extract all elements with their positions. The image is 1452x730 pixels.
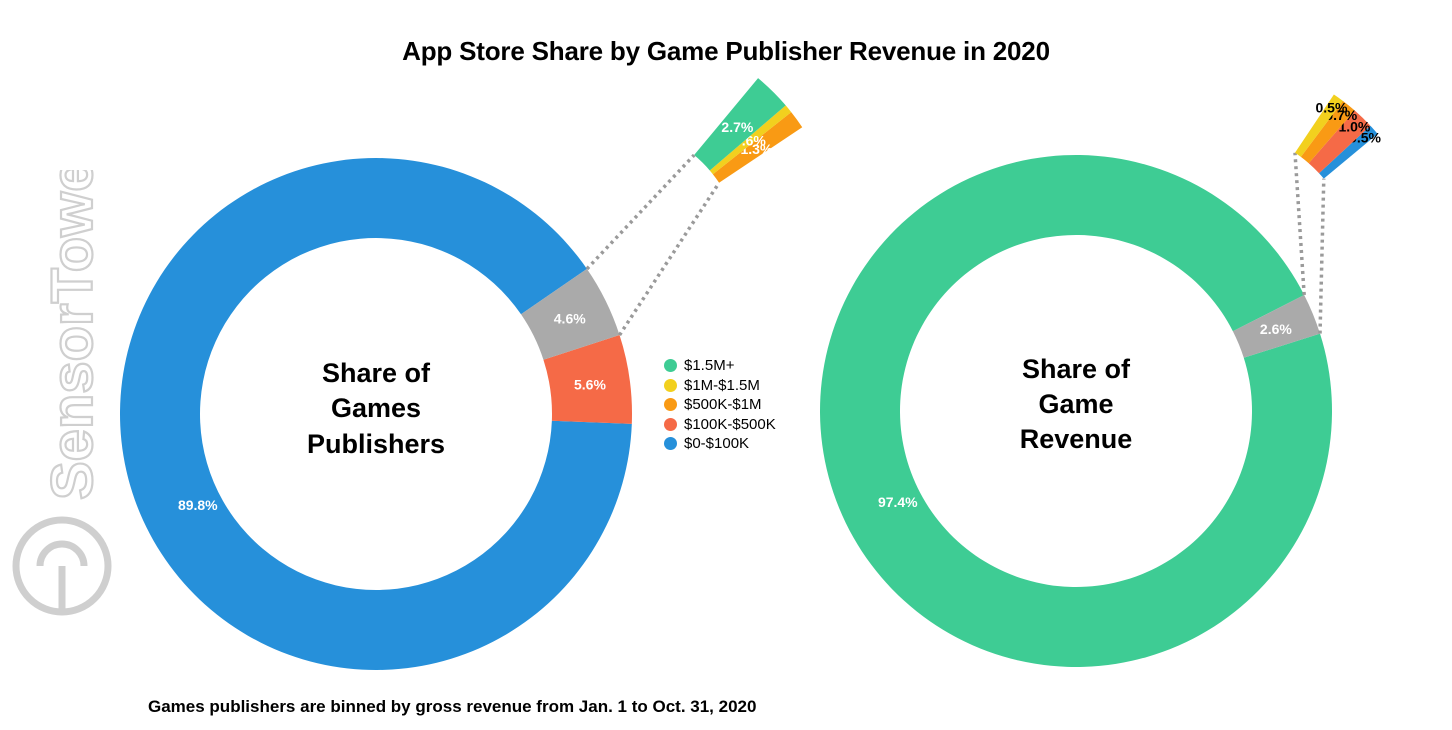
legend-swatch [664,417,677,431]
legend-item: $500K-$1M [664,395,776,415]
slice-label: 89.8% [178,497,218,513]
legend-label: $1M-$1.5M [684,376,760,394]
connector-line [1293,152,1306,296]
breakout-label: 0.5% [1316,99,1348,115]
connector-line [585,153,696,271]
slice-label: 4.6% [554,310,586,326]
center-label-line: Games [331,393,421,423]
legend-label: $0-$100K [684,435,750,453]
breakout-slice [712,112,803,183]
breakout-slice [1319,125,1378,179]
watermark-brand-text: SensorTower [40,170,105,500]
center-label-line: Publishers [307,429,445,459]
legend: $1.5M+ $1M-$1.5M $500K-$1M $100K-$500K $0-$1… [664,356,776,454]
legend-label: $500K-$1M [684,396,762,414]
donut-chart-2: 97.4%2.6%0.5%1.0%0.7%0.5%Share ofGameRev… [820,94,1382,668]
chart-title: App Store Share by Game Publisher Revenu… [402,36,1050,66]
breakout-label: 2.7% [721,119,753,135]
legend-label: $1.5M+ [684,357,735,375]
slice-label: 2.6% [1260,321,1292,337]
connector-line [618,181,721,337]
footnote: Games publishers are binned by gross rev… [148,697,757,716]
legend-swatch [664,398,677,412]
breakout-slice [694,78,786,171]
donut-slice [119,158,632,670]
legend-swatch [664,359,677,373]
donut-slice [1232,294,1321,358]
sensor-tower-watermark: SensorTower [12,170,112,616]
center-label-line: Game [1038,389,1113,419]
breakout-label: 1.0% [1338,118,1370,134]
center-label-line: Revenue [1020,424,1133,454]
slice-label: 97.4% [878,494,918,510]
breakout-slice [1300,100,1355,164]
breakout-slice [1308,110,1371,174]
legend-item: $1M-$1.5M [664,376,776,396]
sensor-tower-logo-icon [12,516,112,616]
breakout-slice [709,105,792,175]
legend-label: $100K-$500K [684,415,776,433]
donut-slice [543,335,632,424]
connector-line [1318,178,1326,334]
legend-item: $0-$100K [664,434,776,454]
donut-slice [521,268,620,360]
legend-item: $1.5M+ [664,356,776,376]
legend-swatch [664,378,677,392]
legend-swatch [664,437,677,451]
donut-chart-1: 89.8%5.6%4.6%1.3%0.6%2.7%Share ofGamesPu… [119,78,803,670]
center-label-line: Share of [322,358,431,388]
center-label-line: Share of [1022,354,1131,384]
legend-item: $100K-$500K [664,415,776,435]
breakout-slice [1295,94,1343,157]
slice-label: 5.6% [574,376,606,392]
donut-slice [820,155,1333,668]
